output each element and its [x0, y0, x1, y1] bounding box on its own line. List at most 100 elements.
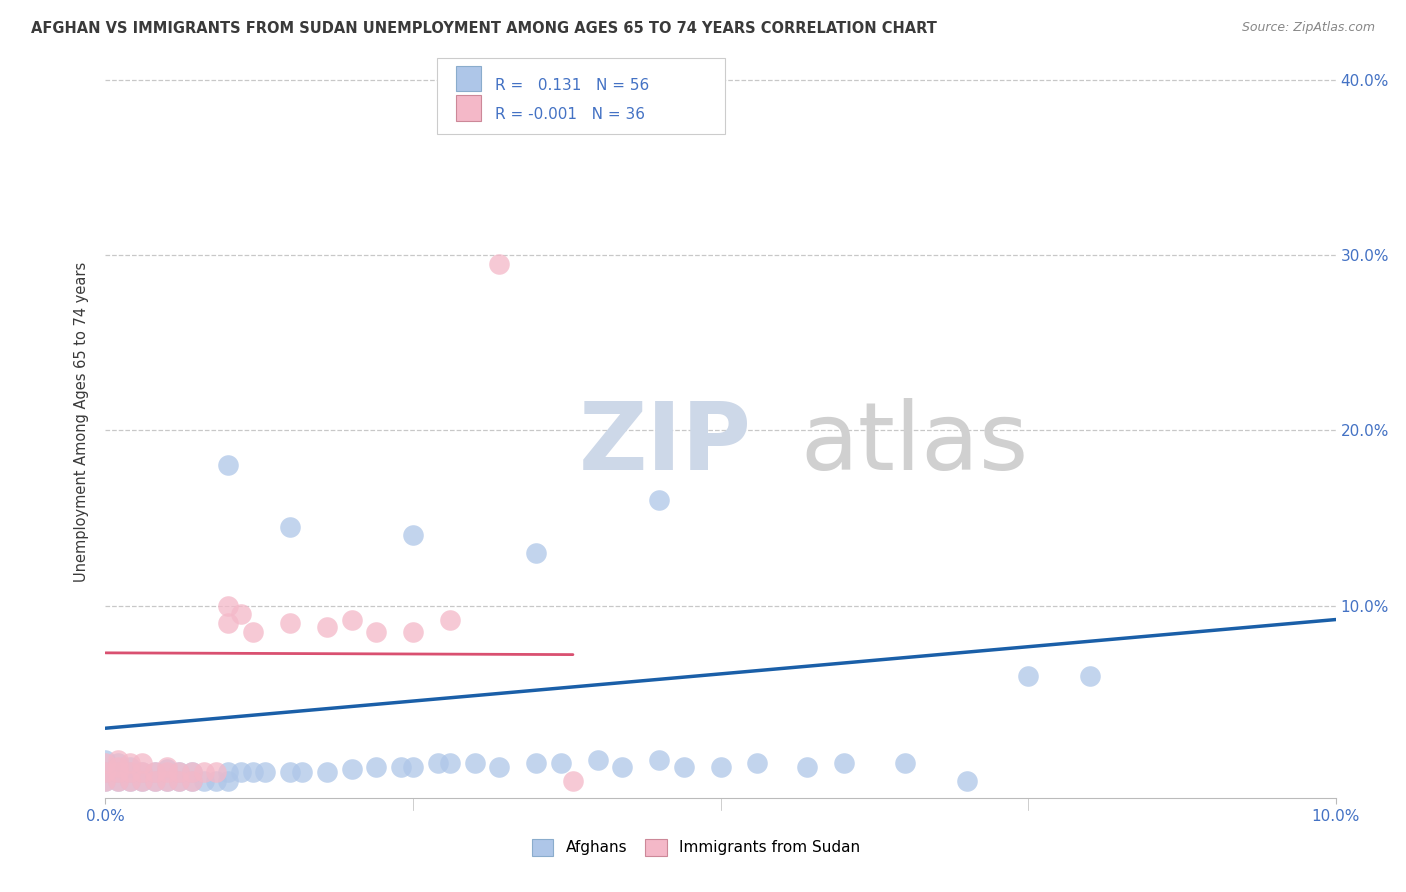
Point	[340, 613, 363, 627]
Point	[131, 765, 153, 780]
Point	[193, 773, 215, 788]
Point	[107, 765, 129, 780]
Text: ZIP: ZIP	[579, 398, 752, 490]
Point	[193, 765, 215, 780]
Point	[278, 765, 301, 780]
Point	[488, 760, 510, 774]
Point	[143, 765, 166, 780]
Point	[291, 765, 314, 780]
Point	[648, 753, 671, 767]
Point	[94, 765, 117, 780]
Point	[426, 756, 449, 771]
Point	[107, 765, 129, 780]
Point	[439, 756, 461, 771]
Point	[107, 756, 129, 771]
Point	[229, 765, 252, 780]
Point	[464, 756, 486, 771]
Point	[218, 773, 240, 788]
Point	[340, 762, 363, 776]
Point	[205, 765, 228, 780]
Point	[562, 773, 585, 788]
Point	[315, 619, 337, 633]
Point	[389, 760, 412, 774]
Point	[612, 760, 634, 774]
Point	[156, 773, 179, 788]
Point	[169, 773, 191, 788]
Point	[278, 615, 301, 630]
Point	[180, 765, 202, 780]
Bar	[456, 95, 481, 120]
Point	[169, 765, 191, 780]
Point	[107, 760, 129, 774]
Point	[143, 773, 166, 788]
Point	[586, 753, 609, 767]
Text: Source: ZipAtlas.com: Source: ZipAtlas.com	[1241, 21, 1375, 34]
Point	[120, 756, 141, 771]
Point	[94, 773, 117, 788]
Point	[524, 546, 547, 560]
Point	[94, 756, 117, 771]
Point	[205, 773, 228, 788]
Point	[120, 760, 141, 774]
Point	[747, 756, 769, 771]
Point	[956, 773, 979, 788]
Point	[180, 765, 202, 780]
Point	[94, 773, 117, 788]
Point	[832, 756, 855, 771]
Point	[550, 756, 572, 771]
Text: R =   0.131   N = 56: R = 0.131 N = 56	[495, 78, 650, 93]
Point	[218, 765, 240, 780]
Point	[156, 762, 179, 776]
Point	[169, 765, 191, 780]
Point	[710, 760, 733, 774]
Point	[242, 624, 264, 639]
Point	[107, 773, 129, 788]
Legend: Afghans, Immigrants from Sudan: Afghans, Immigrants from Sudan	[526, 832, 866, 863]
Point	[488, 257, 510, 271]
Point	[315, 765, 337, 780]
Point	[180, 773, 202, 788]
Point	[180, 773, 202, 788]
Point	[156, 773, 179, 788]
Point	[648, 493, 671, 508]
Point	[402, 528, 425, 542]
Point	[120, 773, 141, 788]
Point	[169, 773, 191, 788]
Point	[894, 756, 917, 771]
Point	[131, 773, 153, 788]
Point	[131, 773, 153, 788]
Point	[143, 765, 166, 780]
Point	[229, 607, 252, 622]
Point	[366, 760, 388, 774]
Bar	[456, 66, 481, 91]
Point	[218, 458, 240, 473]
Text: atlas: atlas	[800, 398, 1029, 490]
Point	[402, 760, 425, 774]
Point	[524, 756, 547, 771]
Point	[120, 765, 141, 780]
Point	[254, 765, 277, 780]
Point	[366, 624, 388, 639]
Point	[278, 519, 301, 533]
Point	[107, 773, 129, 788]
Point	[94, 765, 117, 780]
Point	[439, 613, 461, 627]
Point	[156, 760, 179, 774]
Point	[796, 760, 818, 774]
Point	[402, 624, 425, 639]
Point	[94, 753, 117, 767]
Point	[120, 765, 141, 780]
Point	[218, 615, 240, 630]
Point	[131, 756, 153, 771]
Point	[131, 765, 153, 780]
Text: AFGHAN VS IMMIGRANTS FROM SUDAN UNEMPLOYMENT AMONG AGES 65 TO 74 YEARS CORRELATI: AFGHAN VS IMMIGRANTS FROM SUDAN UNEMPLOY…	[31, 21, 936, 36]
Point	[1017, 668, 1039, 682]
Point	[1078, 668, 1101, 682]
Point	[120, 773, 141, 788]
Y-axis label: Unemployment Among Ages 65 to 74 years: Unemployment Among Ages 65 to 74 years	[75, 261, 90, 582]
FancyBboxPatch shape	[437, 58, 725, 134]
Text: R = -0.001   N = 36: R = -0.001 N = 36	[495, 107, 645, 122]
Point	[143, 773, 166, 788]
Point	[242, 765, 264, 780]
Point	[218, 599, 240, 613]
